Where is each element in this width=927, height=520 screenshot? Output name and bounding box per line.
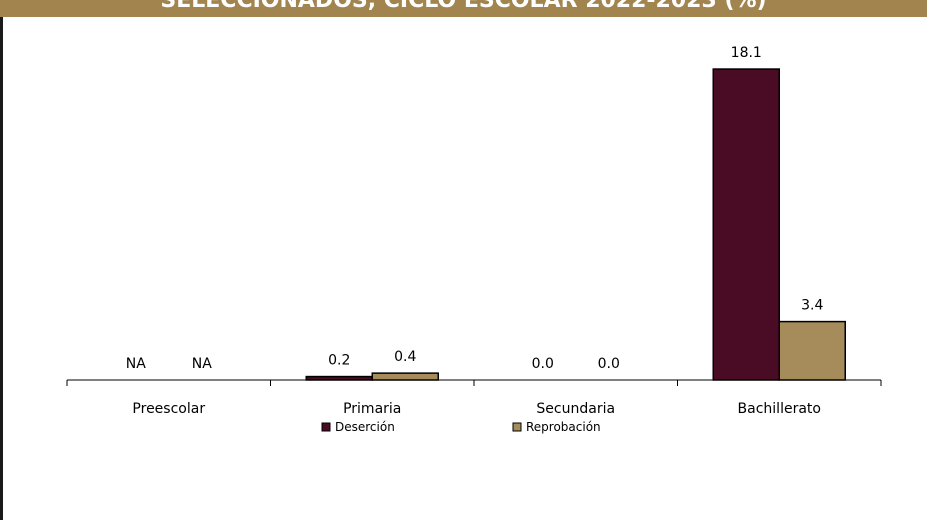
data-label: 0.2 — [328, 353, 350, 369]
data-label: NA — [192, 356, 212, 372]
legend-swatch-reprobacion — [512, 422, 522, 432]
x-tick-label: Primaria — [343, 401, 401, 417]
bar-desercion — [305, 375, 373, 381]
data-label: 0.0 — [532, 356, 554, 372]
x-tick-label: Secundaria — [536, 401, 615, 417]
x-tick-label: Bachillerato — [738, 401, 821, 417]
legend-swatch-desercion — [321, 422, 331, 432]
bar-desercion — [712, 68, 780, 381]
x-tick-label: Preescolar — [132, 401, 205, 417]
data-label: 0.0 — [598, 356, 620, 372]
bar-reprobacion — [371, 372, 439, 381]
data-label: 3.4 — [801, 298, 823, 314]
left-frame-border — [0, 17, 3, 520]
bar-reprobacion — [778, 320, 846, 381]
chart-title-bar: SELECCIONADOS, CICLO ESCOLAR 2022-2023 (… — [0, 0, 927, 17]
data-label: NA — [126, 356, 146, 372]
plot-area: Preescolar NA NA Primaria 0.2 0.4 Secundaria 0.… — [66, 45, 882, 434]
data-label: 18.1 — [731, 45, 762, 61]
data-label: 0.4 — [394, 349, 416, 365]
legend-label: Deserción — [335, 420, 395, 434]
chart-title: SELECCIONADOS, CICLO ESCOLAR 2022-2023 (… — [160, 0, 767, 13]
legend-label: Reprobación — [526, 420, 601, 434]
